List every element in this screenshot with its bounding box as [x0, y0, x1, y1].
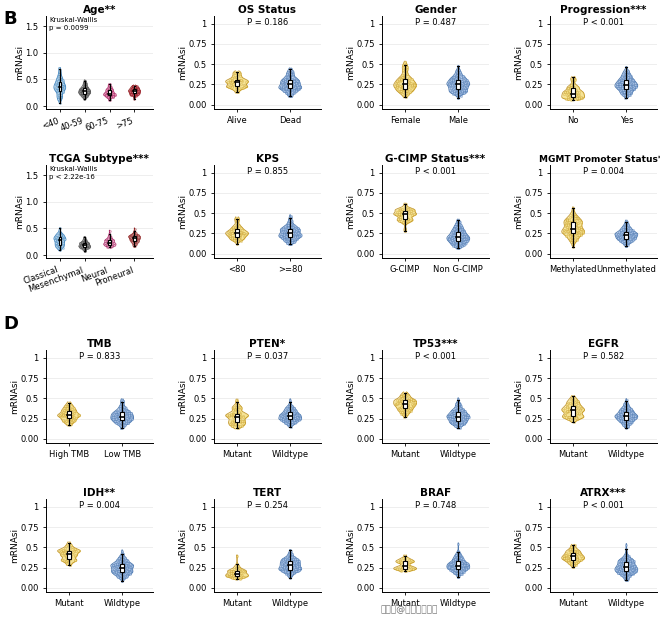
Title: Age**: Age** [82, 5, 116, 15]
Bar [456, 561, 461, 569]
Bar [67, 411, 71, 418]
Text: P = 0.487: P = 0.487 [415, 18, 456, 27]
Title: BRAF: BRAF [420, 488, 451, 498]
Y-axis label: mRNAsi: mRNAsi [514, 379, 523, 414]
Y-axis label: mRNAsi: mRNAsi [10, 379, 18, 414]
Bar [235, 80, 239, 87]
Bar [67, 551, 71, 559]
Bar [59, 237, 61, 245]
Title: TERT: TERT [253, 488, 282, 498]
Bar [624, 232, 628, 239]
Text: P = 0.004: P = 0.004 [583, 167, 624, 176]
Text: P = 0.004: P = 0.004 [79, 501, 120, 510]
Bar [288, 229, 292, 237]
Text: P = 0.186: P = 0.186 [247, 18, 288, 27]
Y-axis label: mRNAsi: mRNAsi [15, 45, 24, 80]
Y-axis label: mRNAsi: mRNAsi [514, 528, 523, 563]
Text: Kruskal-Wallis: Kruskal-Wallis [50, 166, 98, 171]
Bar [108, 90, 111, 95]
Text: P < 0.001: P < 0.001 [415, 352, 456, 361]
Text: p = 0.0099: p = 0.0099 [50, 25, 89, 31]
Bar [288, 80, 292, 88]
Text: P < 0.001: P < 0.001 [583, 18, 624, 27]
Y-axis label: mRNAsi: mRNAsi [178, 528, 187, 563]
Bar [403, 400, 407, 408]
Text: P = 0.037: P = 0.037 [247, 352, 288, 361]
Y-axis label: mRNAsi: mRNAsi [178, 194, 187, 229]
Bar [83, 243, 86, 247]
Text: D: D [3, 315, 18, 333]
Y-axis label: mRNAsi: mRNAsi [10, 528, 18, 563]
Bar [624, 562, 628, 571]
Y-axis label: mRNAsi: mRNAsi [346, 45, 355, 80]
Y-axis label: mRNAsi: mRNAsi [346, 194, 355, 229]
Title: KPS: KPS [256, 154, 279, 164]
Title: MGMT Promoter Status**: MGMT Promoter Status** [539, 155, 660, 164]
Y-axis label: mRNAsi: mRNAsi [15, 194, 24, 229]
Bar [403, 561, 407, 569]
Y-axis label: mRNAsi: mRNAsi [514, 194, 523, 229]
Bar [108, 240, 111, 245]
Bar [624, 80, 628, 88]
Bar [120, 564, 124, 572]
Text: Kruskal-Wallis: Kruskal-Wallis [50, 16, 98, 22]
Bar [133, 89, 136, 93]
Title: Progression***: Progression*** [560, 5, 647, 15]
Text: P = 0.748: P = 0.748 [415, 501, 456, 510]
Text: p < 2.22e-16: p < 2.22e-16 [50, 174, 95, 180]
Bar [235, 571, 239, 576]
Bar [83, 88, 86, 93]
Y-axis label: mRNAsi: mRNAsi [178, 45, 187, 80]
Y-axis label: mRNAsi: mRNAsi [178, 379, 187, 414]
Text: P = 0.855: P = 0.855 [247, 167, 288, 176]
Text: P < 0.001: P < 0.001 [583, 501, 624, 510]
Title: Gender: Gender [414, 5, 457, 15]
Y-axis label: mRNAsi: mRNAsi [346, 379, 355, 414]
Title: TCGA Subtype***: TCGA Subtype*** [50, 154, 149, 164]
Bar [288, 412, 292, 419]
Title: TMB: TMB [86, 339, 112, 349]
Y-axis label: mRNAsi: mRNAsi [346, 528, 355, 563]
Bar [456, 412, 461, 421]
Bar [571, 553, 576, 560]
Text: P = 0.833: P = 0.833 [79, 352, 120, 361]
Text: P = 0.582: P = 0.582 [583, 352, 624, 361]
Title: PTEN*: PTEN* [249, 339, 286, 349]
Title: OS Status: OS Status [238, 5, 296, 15]
Bar [571, 88, 576, 97]
Text: 搜狐号@百味科研之士: 搜狐号@百味科研之士 [381, 605, 438, 614]
Bar [571, 222, 576, 233]
Bar [235, 414, 239, 422]
Title: IDH**: IDH** [83, 488, 115, 498]
Text: P < 0.001: P < 0.001 [415, 167, 456, 176]
Title: ATRX***: ATRX*** [580, 488, 627, 498]
Text: P = 0.254: P = 0.254 [247, 501, 288, 510]
Title: TP53***: TP53*** [412, 339, 458, 349]
Bar [456, 232, 461, 241]
Bar [59, 82, 61, 91]
Bar [288, 561, 292, 569]
Bar [403, 211, 407, 219]
Bar [571, 406, 576, 416]
Bar [120, 412, 124, 420]
Bar [133, 236, 136, 240]
Title: G-CIMP Status***: G-CIMP Status*** [385, 154, 486, 164]
Bar [456, 80, 461, 89]
Bar [403, 79, 407, 89]
Bar [235, 229, 239, 237]
Text: B: B [3, 10, 17, 28]
Bar [624, 412, 628, 420]
Y-axis label: mRNAsi: mRNAsi [514, 45, 523, 80]
Title: EGFR: EGFR [588, 339, 619, 349]
